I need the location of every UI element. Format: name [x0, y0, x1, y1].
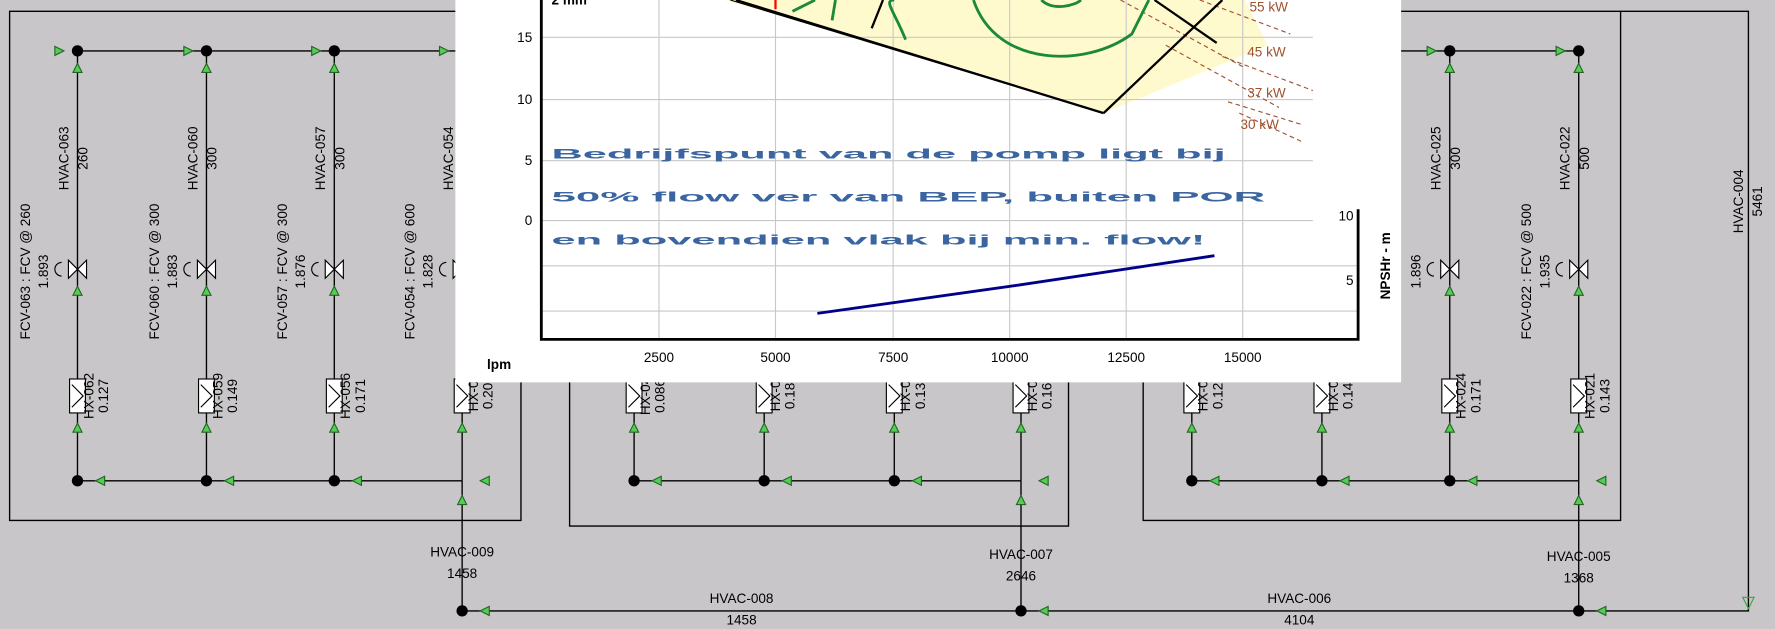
label: 1.883 — [165, 255, 180, 289]
node — [201, 475, 212, 486]
label: FCV-060 : FCV @ 300 — [147, 203, 162, 339]
y-tick-label: 10 — [517, 92, 533, 107]
label: 0.16 — [1040, 383, 1055, 409]
y-tick-label: 0 — [525, 213, 533, 228]
label: HVAC-022 — [1558, 126, 1573, 190]
label: 1.896 — [1408, 255, 1423, 289]
x-tick-label: 5000 — [760, 350, 791, 365]
label: 0.171 — [353, 379, 368, 413]
label: 1.828 — [421, 255, 436, 289]
header-value: 1458 — [447, 566, 477, 581]
label: 1.893 — [36, 255, 51, 289]
header-name: HVAC-005 — [1547, 549, 1611, 564]
label: 0.149 — [225, 379, 240, 413]
header-value: 4104 — [1284, 612, 1315, 627]
label: HX-0 — [1326, 380, 1341, 411]
header-name: HVAC-007 — [989, 547, 1053, 562]
x-tick-label: 7500 — [878, 350, 909, 365]
node — [1316, 475, 1327, 486]
header-name: HVAC-008 — [710, 591, 774, 606]
label: 1.876 — [293, 255, 308, 289]
npsh-label: NPSHr - m — [1378, 232, 1393, 299]
label: HX-062 — [81, 373, 96, 419]
label: 300 — [1448, 147, 1463, 170]
label: HX-021 — [1583, 373, 1598, 419]
diagram: HX-0620.127 FCV-063 : FCV @ 2601.893 HVAC-… — [0, 0, 1775, 629]
node — [72, 45, 83, 56]
label: HVAC-060 — [185, 126, 200, 190]
message: Bedrijfspunt van de pomp ligt bij — [552, 146, 1226, 161]
x-tick-label: 2500 — [644, 350, 675, 365]
label: HVAC-054 — [441, 126, 456, 190]
node — [456, 605, 467, 616]
label: FCV-057 : FCV @ 300 — [275, 203, 290, 339]
label: 0.20 — [481, 382, 496, 409]
label: 0.127 — [96, 379, 111, 413]
label: HX-0 — [1196, 380, 1211, 411]
label: HVAC-057 — [313, 126, 328, 190]
label: HVAC-063 — [56, 126, 71, 190]
label: 0.143 — [1597, 379, 1612, 413]
pump-chart: 2 mm 15 10 5 0 2500 5000 7500 10000 12500 15000 lp… — [455, 0, 1401, 382]
header-value: 1458 — [726, 612, 756, 627]
message: en bovendien vlak bij min. flow! — [552, 232, 1206, 247]
label: HVAC-004 — [1731, 169, 1746, 233]
header-value: 2646 — [1006, 568, 1036, 583]
label: FCV-022 : FCV @ 500 — [1519, 203, 1534, 339]
label: HX-024 — [1454, 373, 1469, 419]
node — [628, 475, 639, 486]
message: 50% flow ver van BEP, buiten POR — [552, 189, 1266, 204]
x-tick-label: 15000 — [1224, 350, 1262, 365]
page: HX-0620.127 FCV-063 : FCV @ 2601.893 HVAC-… — [0, 0, 1775, 629]
node — [1444, 475, 1455, 486]
power-label: 45 kW — [1247, 45, 1286, 60]
label: 0.18 — [783, 383, 798, 409]
node — [1573, 605, 1584, 616]
npsh-tick-label: 10 — [1338, 209, 1354, 224]
label: 300 — [205, 147, 220, 170]
label: HX-0 — [898, 380, 913, 411]
label: 5461 — [1750, 186, 1765, 216]
y-tick-label: 15 — [517, 30, 532, 45]
label: HX-0 — [466, 380, 481, 411]
label: 500 — [1577, 147, 1592, 170]
x-unit: lpm — [487, 357, 511, 372]
header-name: HVAC-006 — [1267, 591, 1331, 606]
label: 300 — [332, 147, 347, 170]
npsh-tick-label: 5 — [1346, 273, 1354, 288]
label: HX-059 — [210, 373, 225, 419]
label: HVAC-025 — [1429, 126, 1444, 190]
label: HX-056 — [338, 373, 353, 419]
header-value: 1368 — [1564, 571, 1594, 586]
y-tick-label: 5 — [525, 153, 533, 168]
node — [329, 45, 340, 56]
node — [1015, 605, 1026, 616]
label: 0.171 — [1468, 379, 1483, 413]
node — [1186, 475, 1197, 486]
x-tick-label: 10000 — [991, 350, 1029, 365]
partial-label: 2 mm — [552, 0, 587, 8]
header-name: HVAC-009 — [430, 545, 494, 560]
label: 260 — [76, 147, 91, 170]
node — [1444, 45, 1455, 56]
label: 1.935 — [1537, 255, 1552, 289]
label: 0.12 — [1210, 383, 1225, 409]
power-label: 55 kW — [1250, 0, 1289, 14]
node — [1573, 45, 1584, 56]
label: HX-0 — [768, 380, 783, 411]
label: 0.086 — [653, 379, 668, 413]
node — [329, 475, 340, 486]
label: FCV-063 : FCV @ 260 — [18, 203, 33, 339]
power-label: 37 kW — [1247, 85, 1286, 100]
label: 0.14 — [1340, 382, 1355, 409]
x-tick-label: 12500 — [1107, 350, 1145, 365]
label: HX-0 — [1025, 380, 1040, 411]
node — [889, 475, 900, 486]
label: FCV-054 : FCV @ 600 — [403, 203, 418, 339]
node — [72, 475, 83, 486]
power-label: 30 kW — [1240, 117, 1279, 132]
node — [201, 45, 212, 56]
label: 0.13 — [913, 383, 928, 409]
node — [759, 475, 770, 486]
